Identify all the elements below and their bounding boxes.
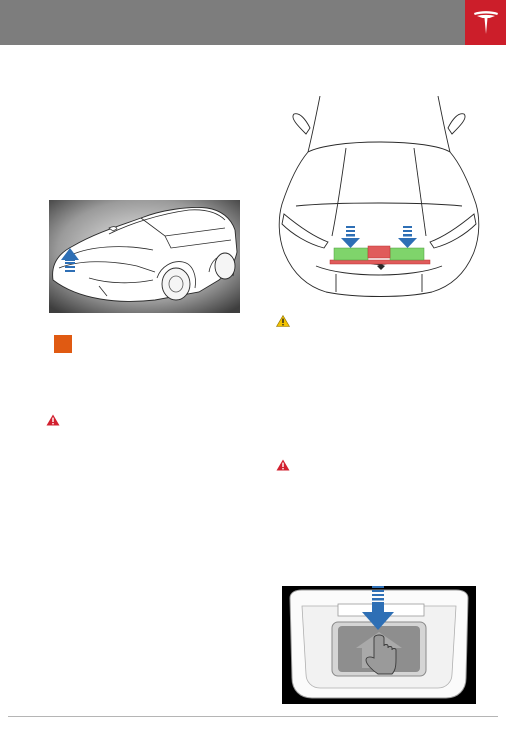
warning-triangle-icon [46,413,60,431]
car-hood-open-figure [49,200,240,313]
footer-divider [8,716,498,717]
orange-square-marker [54,335,72,353]
hood-close-press-zones-figure [276,95,486,301]
page-header [0,0,506,45]
warning-triangle-icon [276,458,290,476]
trunk-button-press-figure [282,586,476,704]
brand-logo-box [465,0,506,45]
tesla-logo-icon [473,10,498,34]
caution-triangle-icon [275,314,291,332]
